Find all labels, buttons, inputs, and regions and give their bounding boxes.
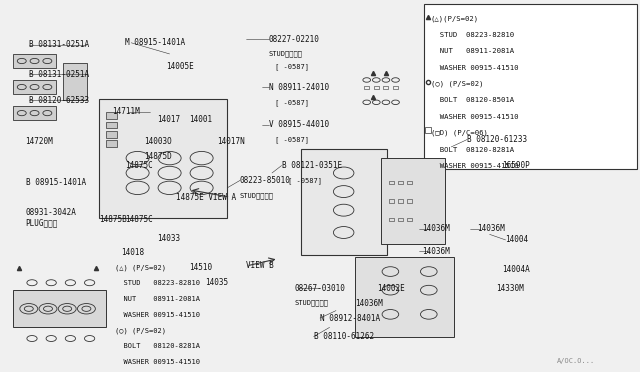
Text: [ -0587]: [ -0587] — [288, 177, 322, 184]
Bar — [407, 218, 412, 221]
Text: 14875E VIEW A: 14875E VIEW A — [176, 193, 236, 202]
Text: WASHER 00915-41510: WASHER 00915-41510 — [431, 114, 518, 120]
Text: (△)(P/S=02): (△)(P/S=02) — [431, 15, 479, 22]
Bar — [106, 122, 117, 128]
Text: NUT   08911-2081A: NUT 08911-2081A — [431, 48, 514, 54]
Text: 14017: 14017 — [157, 115, 180, 124]
Bar — [106, 140, 117, 147]
Text: 08223-85010: 08223-85010 — [240, 176, 291, 185]
Bar — [13, 54, 56, 68]
Bar — [106, 112, 117, 119]
Text: 14005E: 14005E — [166, 62, 194, 71]
Text: 14036M: 14036M — [355, 299, 383, 308]
Text: B 08120-62533: B 08120-62533 — [29, 96, 89, 105]
Text: 14004A: 14004A — [502, 265, 530, 274]
Bar — [364, 86, 369, 89]
Bar — [13, 80, 56, 94]
Text: A/OC.O...: A/OC.O... — [557, 358, 595, 364]
Text: 14002E: 14002E — [378, 284, 405, 293]
Text: WASHER 00915-41510: WASHER 00915-41510 — [115, 359, 200, 365]
Bar — [374, 86, 379, 89]
Text: 14875C: 14875C — [125, 215, 152, 224]
Bar — [355, 257, 454, 337]
Text: (△) (P/S=02): (△) (P/S=02) — [115, 264, 166, 271]
Text: NUT    08911-2081A: NUT 08911-2081A — [115, 296, 200, 302]
Bar — [424, 4, 637, 169]
Text: 16590P: 16590P — [502, 161, 530, 170]
Bar — [13, 106, 56, 120]
Text: STUD   08223-82810: STUD 08223-82810 — [115, 280, 200, 286]
Text: 14711M: 14711M — [112, 107, 140, 116]
Text: B 08110-61262: B 08110-61262 — [314, 332, 374, 341]
Text: 14720M: 14720M — [26, 137, 53, 146]
Bar — [106, 131, 117, 138]
Text: 14510: 14510 — [189, 263, 212, 272]
Text: 14035: 14035 — [205, 278, 228, 287]
Bar — [398, 181, 403, 184]
Bar — [407, 181, 412, 184]
Bar — [63, 63, 87, 100]
Text: STUDスタッド: STUDスタッド — [269, 51, 303, 57]
Bar — [99, 99, 227, 218]
Bar — [398, 218, 403, 221]
Text: [ -0587]: [ -0587] — [275, 136, 309, 143]
Text: (○) (P/S=02): (○) (P/S=02) — [115, 327, 166, 334]
Text: 14330M: 14330M — [496, 284, 524, 293]
Text: 14036M: 14036M — [422, 224, 450, 233]
Text: B 08131-0251A: B 08131-0251A — [29, 70, 89, 79]
Text: 14017N: 14017N — [218, 137, 245, 146]
Text: B 08915-1401A: B 08915-1401A — [26, 178, 86, 187]
Text: B 08131-0251A: B 08131-0251A — [29, 40, 89, 49]
Text: BOLT   08120-8281A: BOLT 08120-8281A — [115, 343, 200, 349]
Text: STUDスタッド: STUDスタッド — [240, 192, 274, 199]
Bar — [407, 199, 412, 203]
Text: 14875D: 14875D — [144, 152, 172, 161]
Text: M 08915-1401A: M 08915-1401A — [125, 38, 185, 47]
Text: BOLT  08120-8501A: BOLT 08120-8501A — [431, 97, 514, 103]
Bar — [398, 199, 403, 203]
Text: (□D) (P/C=06): (□D) (P/C=06) — [431, 130, 488, 137]
Text: STUDスタッド: STUDスタッド — [294, 300, 328, 307]
Text: VIEW B: VIEW B — [246, 262, 274, 270]
Text: 14018: 14018 — [122, 248, 145, 257]
Text: V 08915-44010: V 08915-44010 — [269, 120, 329, 129]
Text: [ -0587]: [ -0587] — [275, 64, 309, 70]
Text: 14036M: 14036M — [477, 224, 504, 233]
Text: (○) (P/S=02): (○) (P/S=02) — [431, 81, 483, 87]
Bar — [301, 149, 387, 255]
Text: 14001: 14001 — [189, 115, 212, 124]
Text: WASHER 00915-41510: WASHER 00915-41510 — [431, 163, 518, 169]
Text: 14036M: 14036M — [422, 247, 450, 256]
Bar — [389, 218, 394, 221]
Text: B 08121-0351E: B 08121-0351E — [282, 161, 342, 170]
Bar — [425, 127, 431, 133]
Text: N 08912-8401A: N 08912-8401A — [320, 314, 380, 323]
Text: 08267-03010: 08267-03010 — [294, 284, 345, 293]
Text: WASHER 00915-41510: WASHER 00915-41510 — [115, 312, 200, 318]
Text: 08931-3042A: 08931-3042A — [26, 208, 76, 217]
Text: 14875B: 14875B — [99, 215, 127, 224]
Bar — [389, 199, 394, 203]
Text: 08227-02210: 08227-02210 — [269, 35, 319, 44]
Text: STUD  08223-82810: STUD 08223-82810 — [431, 32, 514, 38]
Text: 14875C: 14875C — [125, 161, 152, 170]
Text: 14003O: 14003O — [144, 137, 172, 146]
Bar — [13, 290, 106, 327]
Text: 14004: 14004 — [506, 235, 529, 244]
Text: B 08120-61233: B 08120-61233 — [467, 135, 527, 144]
Bar — [381, 158, 445, 244]
Text: 14033: 14033 — [157, 234, 180, 243]
Text: N 08911-24010: N 08911-24010 — [269, 83, 329, 92]
Bar — [389, 181, 394, 184]
Text: PLUGプラグ: PLUGプラグ — [26, 219, 58, 228]
Text: [ -0587]: [ -0587] — [275, 99, 309, 106]
Text: WASHER 00915-41510: WASHER 00915-41510 — [431, 65, 518, 71]
Bar — [393, 86, 398, 89]
Text: BOLT  08120-8281A: BOLT 08120-8281A — [431, 147, 514, 153]
Bar — [383, 86, 388, 89]
